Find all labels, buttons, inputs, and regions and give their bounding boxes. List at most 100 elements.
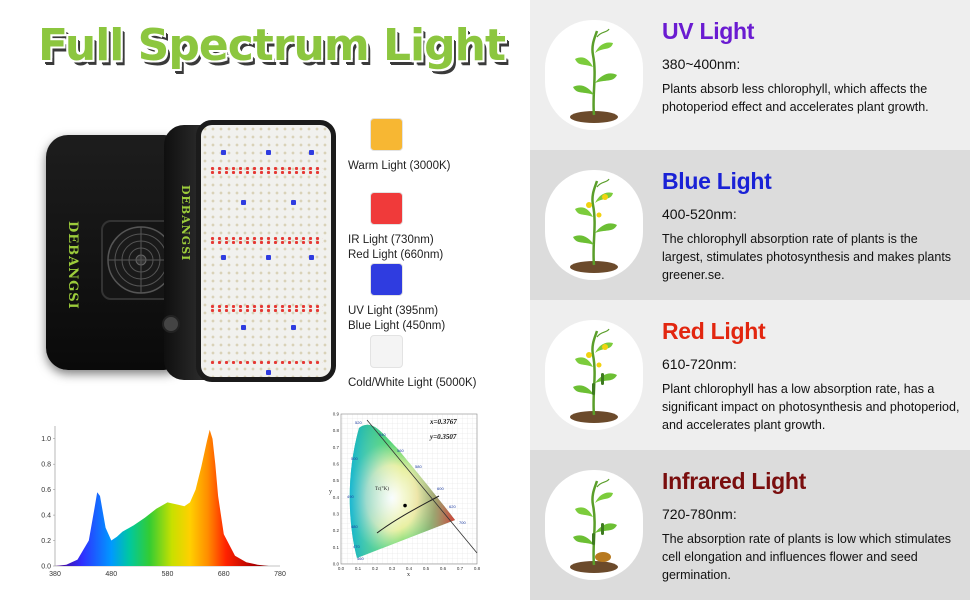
section-description: The absorption rate of plants is low whi… xyxy=(662,532,952,582)
cie-x-tick: 0.1 xyxy=(355,566,362,571)
section-title: Infrared Light xyxy=(662,468,807,494)
section-range: 400-520nm: xyxy=(662,206,737,222)
section-description: Plants absorb less chlorophyll, which af… xyxy=(662,82,929,114)
cie-wavelength-label: 600 xyxy=(437,486,444,491)
y-tick-label: 1.0 xyxy=(41,436,51,443)
cie-x-tick: 0.4 xyxy=(406,566,413,571)
red-light-swatch xyxy=(370,192,403,225)
chromaticity-point xyxy=(403,503,407,508)
white-light-swatch xyxy=(370,335,403,368)
brand-label-side: DEBANGSI xyxy=(179,185,192,262)
section-title: Blue Light xyxy=(662,168,772,194)
cie-y-tick: 0.7 xyxy=(333,445,340,450)
spectrum-area xyxy=(55,429,280,566)
legend-warm-light: Warm Light (3000K) xyxy=(348,118,450,174)
cie-wavelength-label: 500 xyxy=(351,456,358,461)
x-tick-label: 380 xyxy=(49,571,61,578)
blue-led xyxy=(221,255,226,260)
cie-chromaticity-chart: x=0.3767 y=0.3507 Tc(°K) x y 0.0 0.1 0.2 0.… xyxy=(327,408,482,578)
cie-y-tick: 0.2 xyxy=(333,528,340,533)
y-tick-label: 0.4 xyxy=(41,513,51,520)
section-title: Red Light xyxy=(662,318,766,344)
blue-led xyxy=(241,325,246,330)
cie-x-tick: 0.7 xyxy=(457,566,464,571)
blue-led xyxy=(291,200,296,205)
cie-tc-label: Tc(°K) xyxy=(375,487,389,492)
cie-y-tick: 0.4 xyxy=(333,495,340,500)
section-range: 610-720nm: xyxy=(662,356,737,372)
cie-xlabel: x xyxy=(407,572,410,578)
legend-red-light: IR Light (730nm) Red Light (660nm) xyxy=(348,192,443,263)
vine-plant-icon xyxy=(545,320,643,430)
cie-wavelength-label: 560 xyxy=(397,448,404,453)
section-uv-light: UV Light 380~400nm: Plants absorb less c… xyxy=(530,0,970,150)
cie-wavelength-label: 580 xyxy=(415,464,422,469)
seedling-icon xyxy=(545,20,643,130)
y-tick-label: 0.2 xyxy=(41,538,51,545)
dimmer-knob-icon xyxy=(162,315,180,333)
x-tick-label: 780 xyxy=(274,571,286,578)
section-description: Plant chlorophyll has a low absorption r… xyxy=(662,382,960,432)
fruiting-plant-icon xyxy=(545,470,643,580)
cie-wavelength-label: 540 xyxy=(379,432,386,437)
cie-chart-svg: x=0.3767 y=0.3507 Tc(°K) x y 0.0 0.1 0.2 0.… xyxy=(329,412,481,579)
cie-y-tick: 0.8 xyxy=(333,428,340,433)
blue-led xyxy=(266,370,271,375)
section-infrared-light: Infrared Light 720-780nm: The absorption… xyxy=(530,450,970,600)
blue-led xyxy=(241,200,246,205)
y-tick-label: 0.0 xyxy=(41,564,51,571)
legend-line: Red Light (660nm) xyxy=(348,249,444,261)
flowering-plant-icon xyxy=(545,170,643,280)
legend-blue-light: UV Light (395nm) Blue Light (450nm) xyxy=(348,263,445,334)
red-led-row xyxy=(209,309,323,312)
blue-led xyxy=(291,325,296,330)
legend-label: Warm Light (3000K) xyxy=(348,160,451,172)
red-led-row xyxy=(209,241,323,244)
light-info-panel: UV Light 380~400nm: Plants absorb less c… xyxy=(530,0,970,600)
cie-y-tick: 0.3 xyxy=(333,512,340,517)
cie-wavelength-label: 490 xyxy=(347,494,354,499)
page-title: Full Spectrum Light xyxy=(38,20,506,71)
spectrum-chart-svg: 0.0 0.2 0.4 0.6 0.8 1.0 380 480 580 680 780 xyxy=(41,426,286,578)
cie-x-tick: 0.0 xyxy=(338,566,345,571)
brand-label-back: DEBANGSI xyxy=(65,220,80,310)
section-range: 720-780nm: xyxy=(662,506,737,522)
blue-led xyxy=(221,150,226,155)
cie-y-tick: 0.5 xyxy=(333,478,340,483)
led-panel xyxy=(196,120,336,382)
red-led-row xyxy=(209,171,323,174)
cie-wavelength-label: 470 xyxy=(353,544,360,549)
section-range: 380~400nm: xyxy=(662,56,741,72)
legend-line: Blue Light (450nm) xyxy=(348,320,446,332)
section-blue-light: Blue Light 400-520nm: The chlorophyll ab… xyxy=(530,150,970,300)
cie-y-tick: 0.1 xyxy=(333,545,340,550)
red-led-row xyxy=(209,167,323,170)
spectrum-chart: 0.0 0.2 0.4 0.6 0.8 1.0 380 480 580 680 780 xyxy=(30,418,290,583)
cie-y-tick: 0.0 xyxy=(333,562,340,567)
blue-led xyxy=(309,150,314,155)
x-tick-label: 480 xyxy=(105,571,117,578)
section-title: UV Light xyxy=(662,18,755,44)
red-led-row xyxy=(209,237,323,240)
legend-label: IR Light (730nm) Red Light (660nm) xyxy=(348,233,443,263)
blue-led xyxy=(266,150,271,155)
blue-light-swatch xyxy=(370,263,403,296)
x-tick-label: 580 xyxy=(162,571,174,578)
x-tick-label: 680 xyxy=(218,571,230,578)
section-red-light: Red Light 610-720nm: Plant chlorophyll h… xyxy=(530,300,970,450)
cie-x-tick: 0.2 xyxy=(372,566,379,571)
red-led-row xyxy=(209,361,323,364)
cie-annotation-y: y=0.3507 xyxy=(429,433,457,441)
grow-light-product-image: DEBANGSI DEBANGSI xyxy=(46,120,336,390)
y-tick-label: 0.8 xyxy=(41,462,51,469)
cie-ylabel: y xyxy=(329,489,332,495)
cie-wavelength-label: 520 xyxy=(355,420,362,425)
warm-light-swatch xyxy=(370,118,403,151)
cie-x-tick: 0.8 xyxy=(474,566,481,571)
legend-label: Cold/White Light (5000K) xyxy=(348,377,477,389)
cie-y-tick: 0.9 xyxy=(333,412,340,417)
blue-led xyxy=(266,255,271,260)
legend-line: UV Light (395nm) xyxy=(348,305,439,317)
cie-wavelength-label: 700 xyxy=(459,520,466,525)
cie-wavelength-label: 460 xyxy=(357,556,364,561)
